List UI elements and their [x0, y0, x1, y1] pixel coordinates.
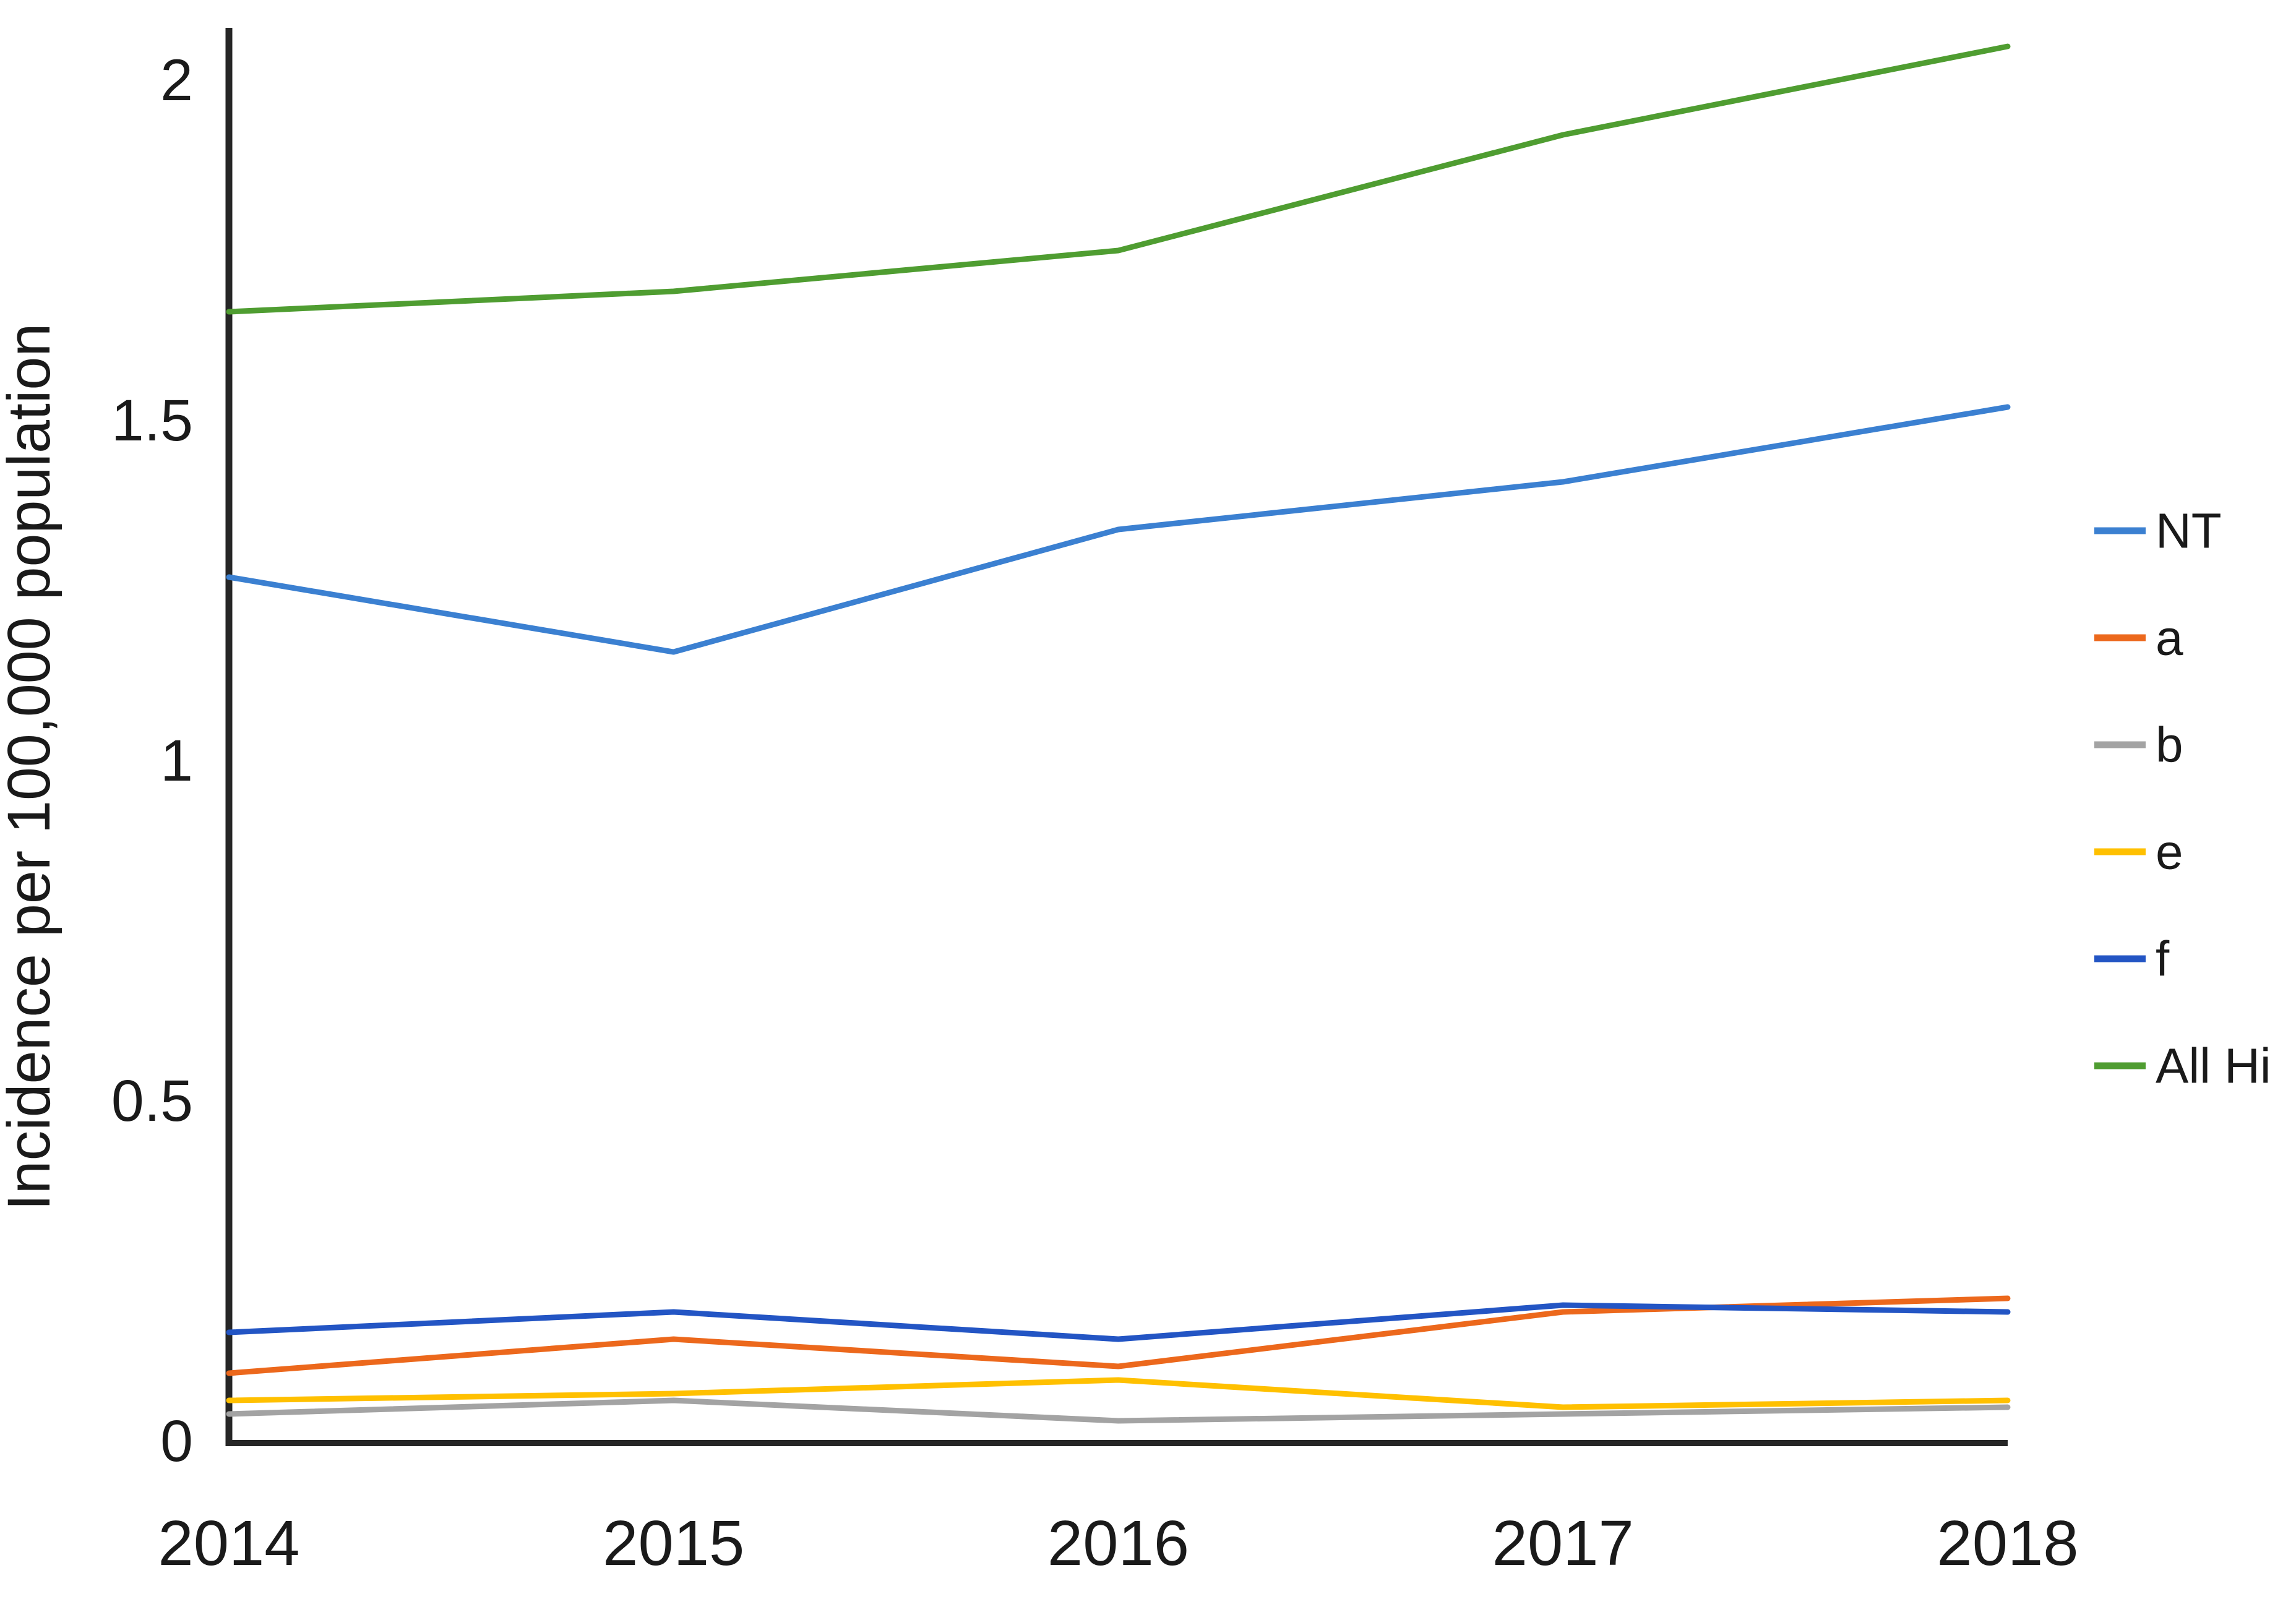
legend-label-b: b	[2156, 718, 2183, 773]
series-line-all-hi	[226, 43, 2011, 315]
y-axis-tick-labels: 0 0.5 1 1.5 2	[111, 48, 193, 1474]
data-series-lines	[226, 43, 2011, 1424]
legend-label-e: e	[2156, 825, 2183, 880]
y-axis-title: Incidence per 100,000 population	[0, 324, 62, 1211]
legend-label-a: a	[2156, 611, 2183, 666]
x-tick-label-2014: 2014	[158, 1507, 299, 1579]
series-line-b	[226, 1397, 2011, 1424]
y-tick-label-0.5: 0.5	[111, 1068, 193, 1134]
legend-label-all-hi: All Hi	[2156, 1039, 2271, 1094]
y-tick-label-2: 2	[160, 48, 193, 113]
legend-item-nt: NT	[2094, 504, 2222, 559]
series-line-nt	[226, 404, 2011, 655]
legend-item-e: e	[2094, 825, 2183, 880]
x-tick-label-2016: 2016	[1047, 1507, 1189, 1579]
y-tick-label-0: 0	[160, 1408, 193, 1474]
y-tick-label-1.5: 1.5	[111, 388, 193, 453]
legend-label-f: f	[2156, 932, 2170, 987]
x-tick-label-2017: 2017	[1492, 1507, 1634, 1579]
series-line-e	[226, 1377, 2011, 1410]
x-tick-label-2015: 2015	[603, 1507, 744, 1579]
legend-item-all-hi: All Hi	[2094, 1039, 2271, 1094]
legend-item-b: b	[2094, 718, 2183, 773]
x-axis-tick-labels: 2014 2015 2016 2017 2018	[158, 1507, 2078, 1579]
legend-item-a: a	[2094, 611, 2183, 666]
y-tick-label-1: 1	[160, 728, 193, 794]
legend-item-f: f	[2094, 932, 2170, 987]
legend-label-nt: NT	[2156, 504, 2222, 559]
series-line-f	[226, 1302, 2011, 1342]
x-tick-label-2018: 2018	[1937, 1507, 2078, 1579]
axes	[225, 28, 2008, 1446]
